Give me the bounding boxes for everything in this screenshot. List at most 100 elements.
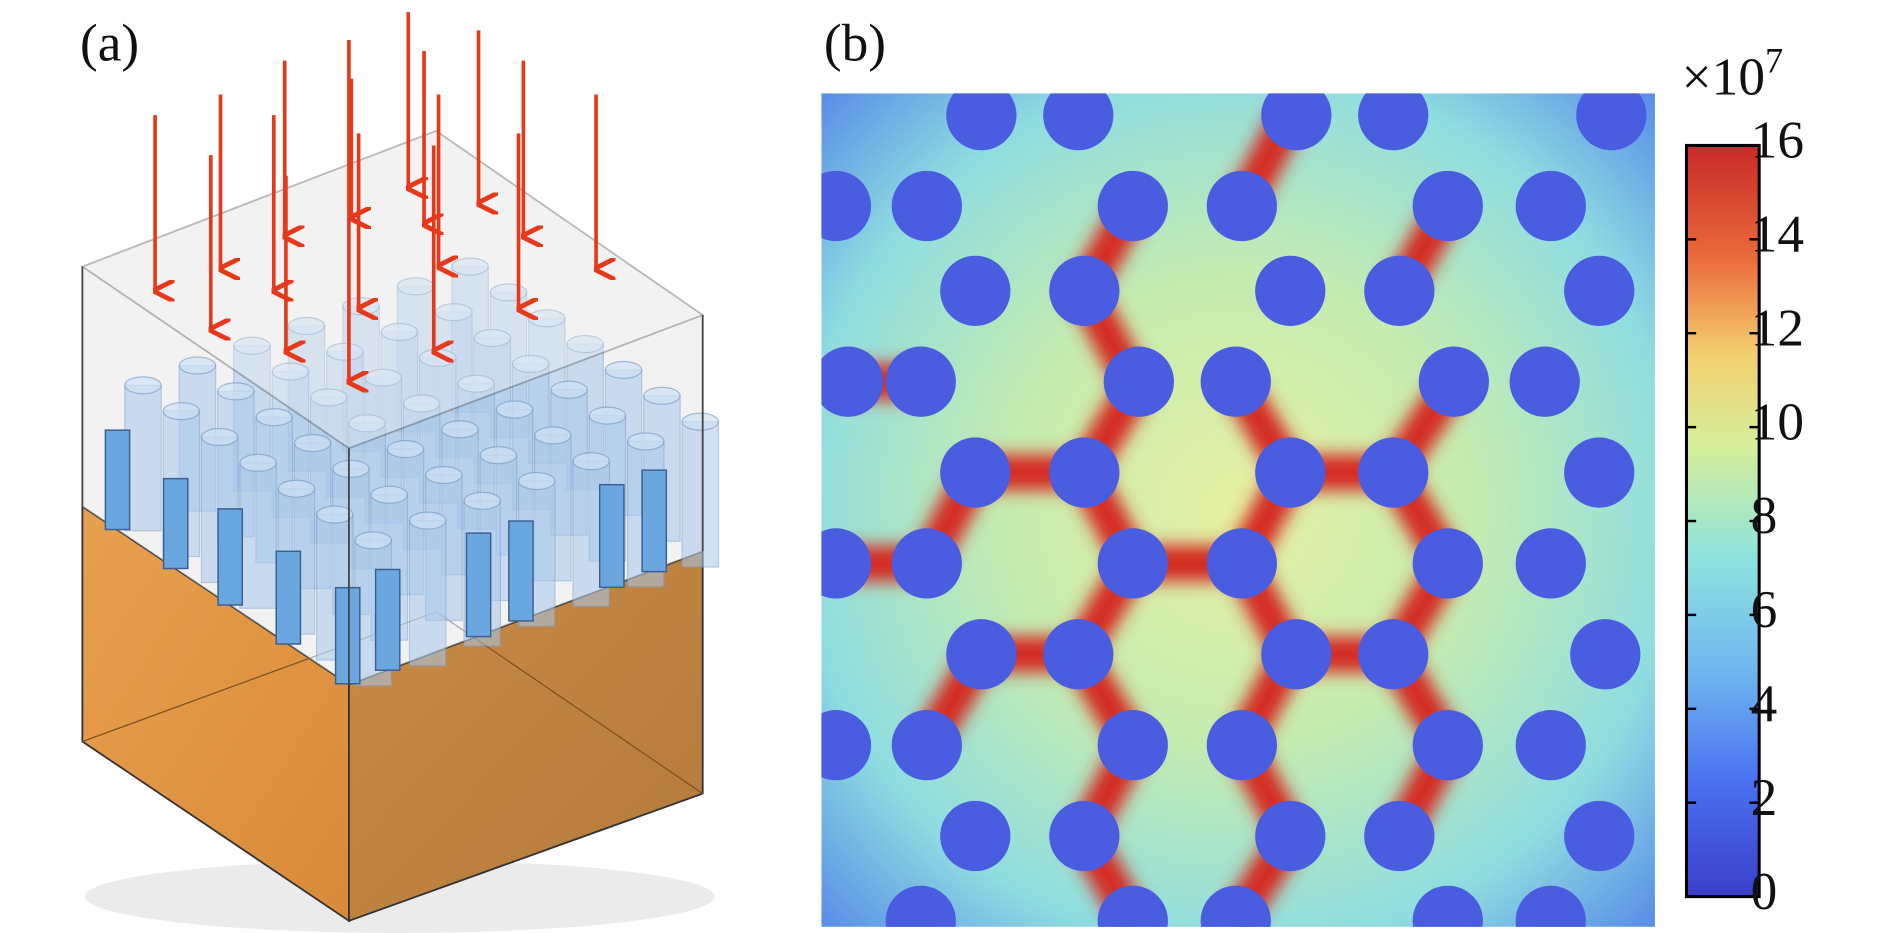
pillar-top — [348, 414, 386, 433]
pillar-top — [626, 432, 665, 451]
pillar — [239, 453, 277, 609]
hole — [1515, 170, 1586, 242]
pillar-top — [435, 303, 473, 322]
pillar-top — [479, 446, 518, 465]
colorbar-multiplier: ×107 — [1682, 41, 1784, 107]
hole — [1364, 800, 1435, 872]
hole — [1418, 346, 1489, 417]
hole — [1097, 885, 1168, 927]
pillar-top — [402, 394, 441, 413]
pillar-top — [386, 440, 425, 459]
colorbar-tick-label: 0 — [1751, 862, 1778, 921]
pillar-top — [277, 479, 316, 498]
pillar-cut — [162, 477, 189, 570]
hole — [1564, 437, 1635, 508]
hole — [940, 255, 1011, 326]
colorbar-tick-label: 12 — [1751, 298, 1804, 357]
pillar — [408, 511, 447, 667]
pillar-body — [239, 462, 277, 609]
hole — [885, 346, 956, 417]
colorbar — [1684, 143, 1761, 899]
hole — [1509, 346, 1580, 417]
hole — [1043, 619, 1114, 690]
hole — [1412, 170, 1483, 242]
pillar-top — [380, 322, 419, 342]
hole — [891, 528, 962, 599]
pillar-top — [316, 505, 354, 524]
hole — [1206, 528, 1277, 599]
pillar-top — [233, 336, 271, 355]
pillar-body — [681, 421, 720, 568]
hole — [1358, 437, 1429, 508]
hole — [1043, 93, 1114, 151]
pillar-top — [408, 511, 447, 530]
pillar-top — [217, 382, 255, 401]
pillar-top — [124, 376, 162, 395]
hole — [821, 528, 872, 599]
pillar-cut — [275, 550, 302, 645]
hole — [1200, 885, 1271, 927]
hole — [1515, 710, 1586, 781]
panel-label: (b) — [824, 14, 886, 73]
hole — [1097, 710, 1168, 781]
hole — [1255, 255, 1326, 326]
hole — [1412, 885, 1483, 927]
hole — [1261, 93, 1332, 151]
colorbar-tick-label: 16 — [1751, 111, 1804, 170]
hole — [1261, 619, 1332, 690]
hole — [1097, 170, 1168, 242]
pillar — [124, 376, 162, 532]
hole — [1570, 619, 1641, 690]
pillar-top — [534, 426, 572, 445]
pillar-top — [200, 427, 239, 447]
panel-label: (a) — [80, 14, 139, 73]
hole — [1206, 710, 1277, 781]
pillar-top — [239, 453, 277, 472]
pillar-top — [463, 491, 501, 510]
field-map — [821, 93, 1655, 927]
hole — [1358, 619, 1429, 690]
pillar-cut — [465, 532, 492, 638]
pillar-top — [473, 328, 512, 348]
hole — [1255, 800, 1326, 872]
hole — [1515, 885, 1586, 927]
pillar-top — [681, 412, 720, 431]
colorbar-tick-label: 14 — [1751, 205, 1804, 264]
colorbar-tick-label: 8 — [1751, 486, 1778, 545]
hole — [1364, 255, 1435, 326]
pillar-top — [643, 386, 681, 405]
pillar-top — [354, 531, 392, 550]
hole — [1576, 93, 1647, 151]
hole — [1049, 437, 1120, 508]
pillar-top — [178, 356, 217, 375]
hole — [885, 885, 956, 927]
pillar-top — [309, 388, 348, 407]
pillar — [681, 412, 720, 568]
hole — [1049, 255, 1120, 326]
pillar-top — [604, 360, 643, 380]
colorbar-tick-label: 2 — [1751, 768, 1778, 827]
hole — [1049, 800, 1120, 872]
hole — [946, 93, 1017, 151]
pillar-cut — [374, 568, 401, 671]
pillar-cut — [508, 520, 534, 622]
hole — [940, 437, 1011, 508]
hole — [1358, 93, 1429, 151]
pillar-top — [495, 400, 534, 419]
hole — [821, 346, 884, 417]
hole — [1103, 346, 1174, 417]
hole — [1097, 528, 1168, 599]
hole — [821, 710, 872, 781]
colorbar-tick-label: 4 — [1751, 674, 1778, 733]
hole — [1255, 437, 1326, 508]
hole — [946, 619, 1017, 690]
hole — [1412, 710, 1483, 781]
hole — [891, 710, 962, 781]
pillar-top — [370, 485, 409, 504]
hole — [940, 800, 1011, 872]
colorbar-tick-label: 6 — [1751, 580, 1778, 639]
pillar-top — [332, 459, 370, 479]
pillar-top — [550, 380, 588, 399]
